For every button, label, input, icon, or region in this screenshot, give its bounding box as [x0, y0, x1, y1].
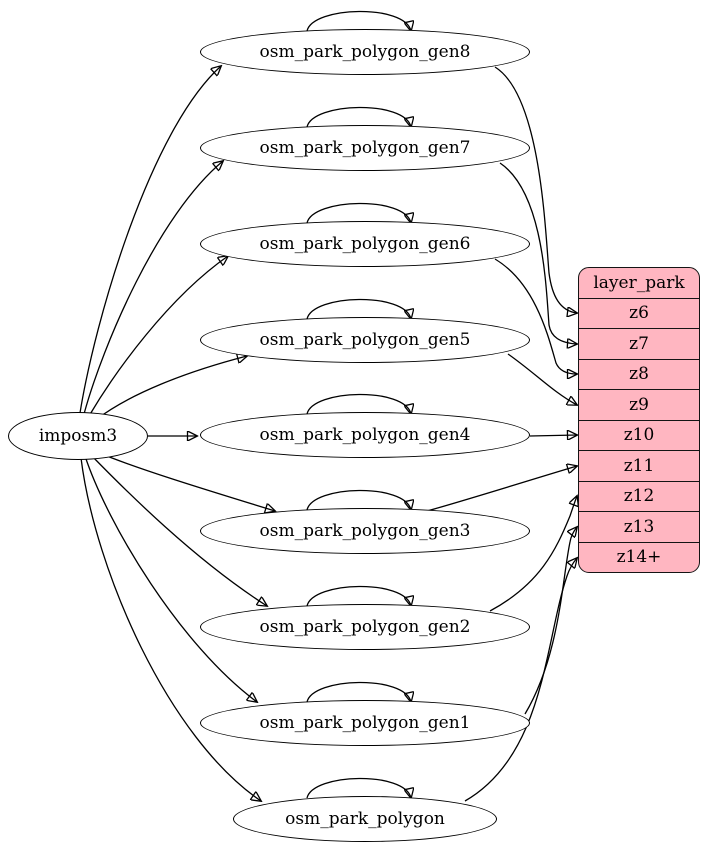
self-loop-gen8	[306, 10, 411, 31]
node-osm-park-polygon-gen1: osm_park_polygon_gen1	[200, 700, 530, 746]
node-osm-park-polygon-gen7: osm_park_polygon_gen7	[200, 125, 530, 171]
node-imposm3: imposm3	[8, 412, 148, 460]
edge-imposm3-to-gen5	[96, 356, 247, 420]
self-loop-gen4	[306, 393, 411, 414]
edge-gen4-to-z10	[529, 435, 577, 436]
edge-imposm3-to-polygon	[80, 457, 261, 801]
node-osm-park-polygon-gen5: osm_park_polygon_gen5	[200, 317, 530, 363]
node-osm-park-polygon-gen3: osm_park_polygon_gen3	[200, 508, 530, 554]
node-label: osm_park_polygon_gen6	[259, 234, 471, 254]
edge-imposm3-to-gen7	[83, 161, 223, 415]
self-loop-gen1	[306, 681, 411, 702]
node-imposm3-label: imposm3	[38, 426, 118, 446]
edge-gen5-to-z9	[507, 353, 577, 405]
edge-imposm3-to-gen2	[89, 453, 267, 606]
node-label: osm_park_polygon_gen7	[259, 138, 471, 158]
self-loop-gen2	[306, 585, 411, 606]
self-loop-gen7	[306, 106, 411, 127]
node-label: osm_park_polygon_gen2	[259, 617, 471, 637]
node-osm-park-polygon-gen6: osm_park_polygon_gen6	[200, 221, 530, 267]
node-osm-park-polygon: osm_park_polygon	[233, 796, 497, 842]
layer-park-row-z13: z13	[579, 511, 699, 542]
node-label: osm_park_polygon_gen5	[259, 330, 471, 350]
layer-park-table: layer_park z6 z7 z8 z9 z10 z11 z12 z13 z…	[578, 267, 700, 573]
node-osm-park-polygon-gen8: osm_park_polygon_gen8	[200, 29, 530, 75]
node-osm-park-polygon-gen4: osm_park_polygon_gen4	[200, 412, 530, 458]
layer-park-row-z9: z9	[579, 389, 699, 420]
edge-imposm3-to-gen1	[84, 455, 257, 702]
self-loop-gen6	[306, 202, 411, 223]
layer-park-row-z7: z7	[579, 328, 699, 359]
edge-gen3-to-z11	[426, 466, 577, 512]
self-loop-gen3	[306, 489, 411, 510]
layer-park-row-z8: z8	[579, 358, 699, 390]
edge-gen8-to-z6	[494, 66, 577, 313]
layer-park-row-z14: z14+	[579, 541, 699, 573]
node-osm-park-polygon-gen2: osm_park_polygon_gen2	[200, 604, 530, 650]
edge-gen6-to-z8	[494, 258, 577, 374]
layer-park-row-z6: z6	[579, 297, 699, 329]
layer-park-row-z11: z11	[579, 450, 699, 481]
node-label: osm_park_polygon_gen8	[259, 42, 471, 62]
layer-park-row-z12: z12	[579, 480, 699, 512]
edge-imposm3-to-gen8	[79, 66, 221, 414]
self-loop-polygon	[306, 777, 411, 798]
node-label: osm_park_polygon_gen3	[259, 521, 471, 541]
layer-park-row-z10: z10	[579, 419, 699, 451]
edge-gen7-to-z7	[499, 162, 577, 344]
node-label: osm_park_polygon	[285, 809, 445, 829]
node-label: osm_park_polygon_gen4	[259, 425, 471, 445]
node-label: osm_park_polygon_gen1	[259, 713, 471, 733]
self-loop-gen5	[306, 298, 411, 319]
edge-gen2-to-z12	[489, 496, 577, 612]
edge-imposm3-to-gen6	[88, 256, 228, 417]
edge-imposm3-to-gen3	[96, 451, 275, 511]
edge-polygon-to-z14	[464, 558, 577, 802]
layer-park-title: layer_park	[593, 272, 685, 293]
